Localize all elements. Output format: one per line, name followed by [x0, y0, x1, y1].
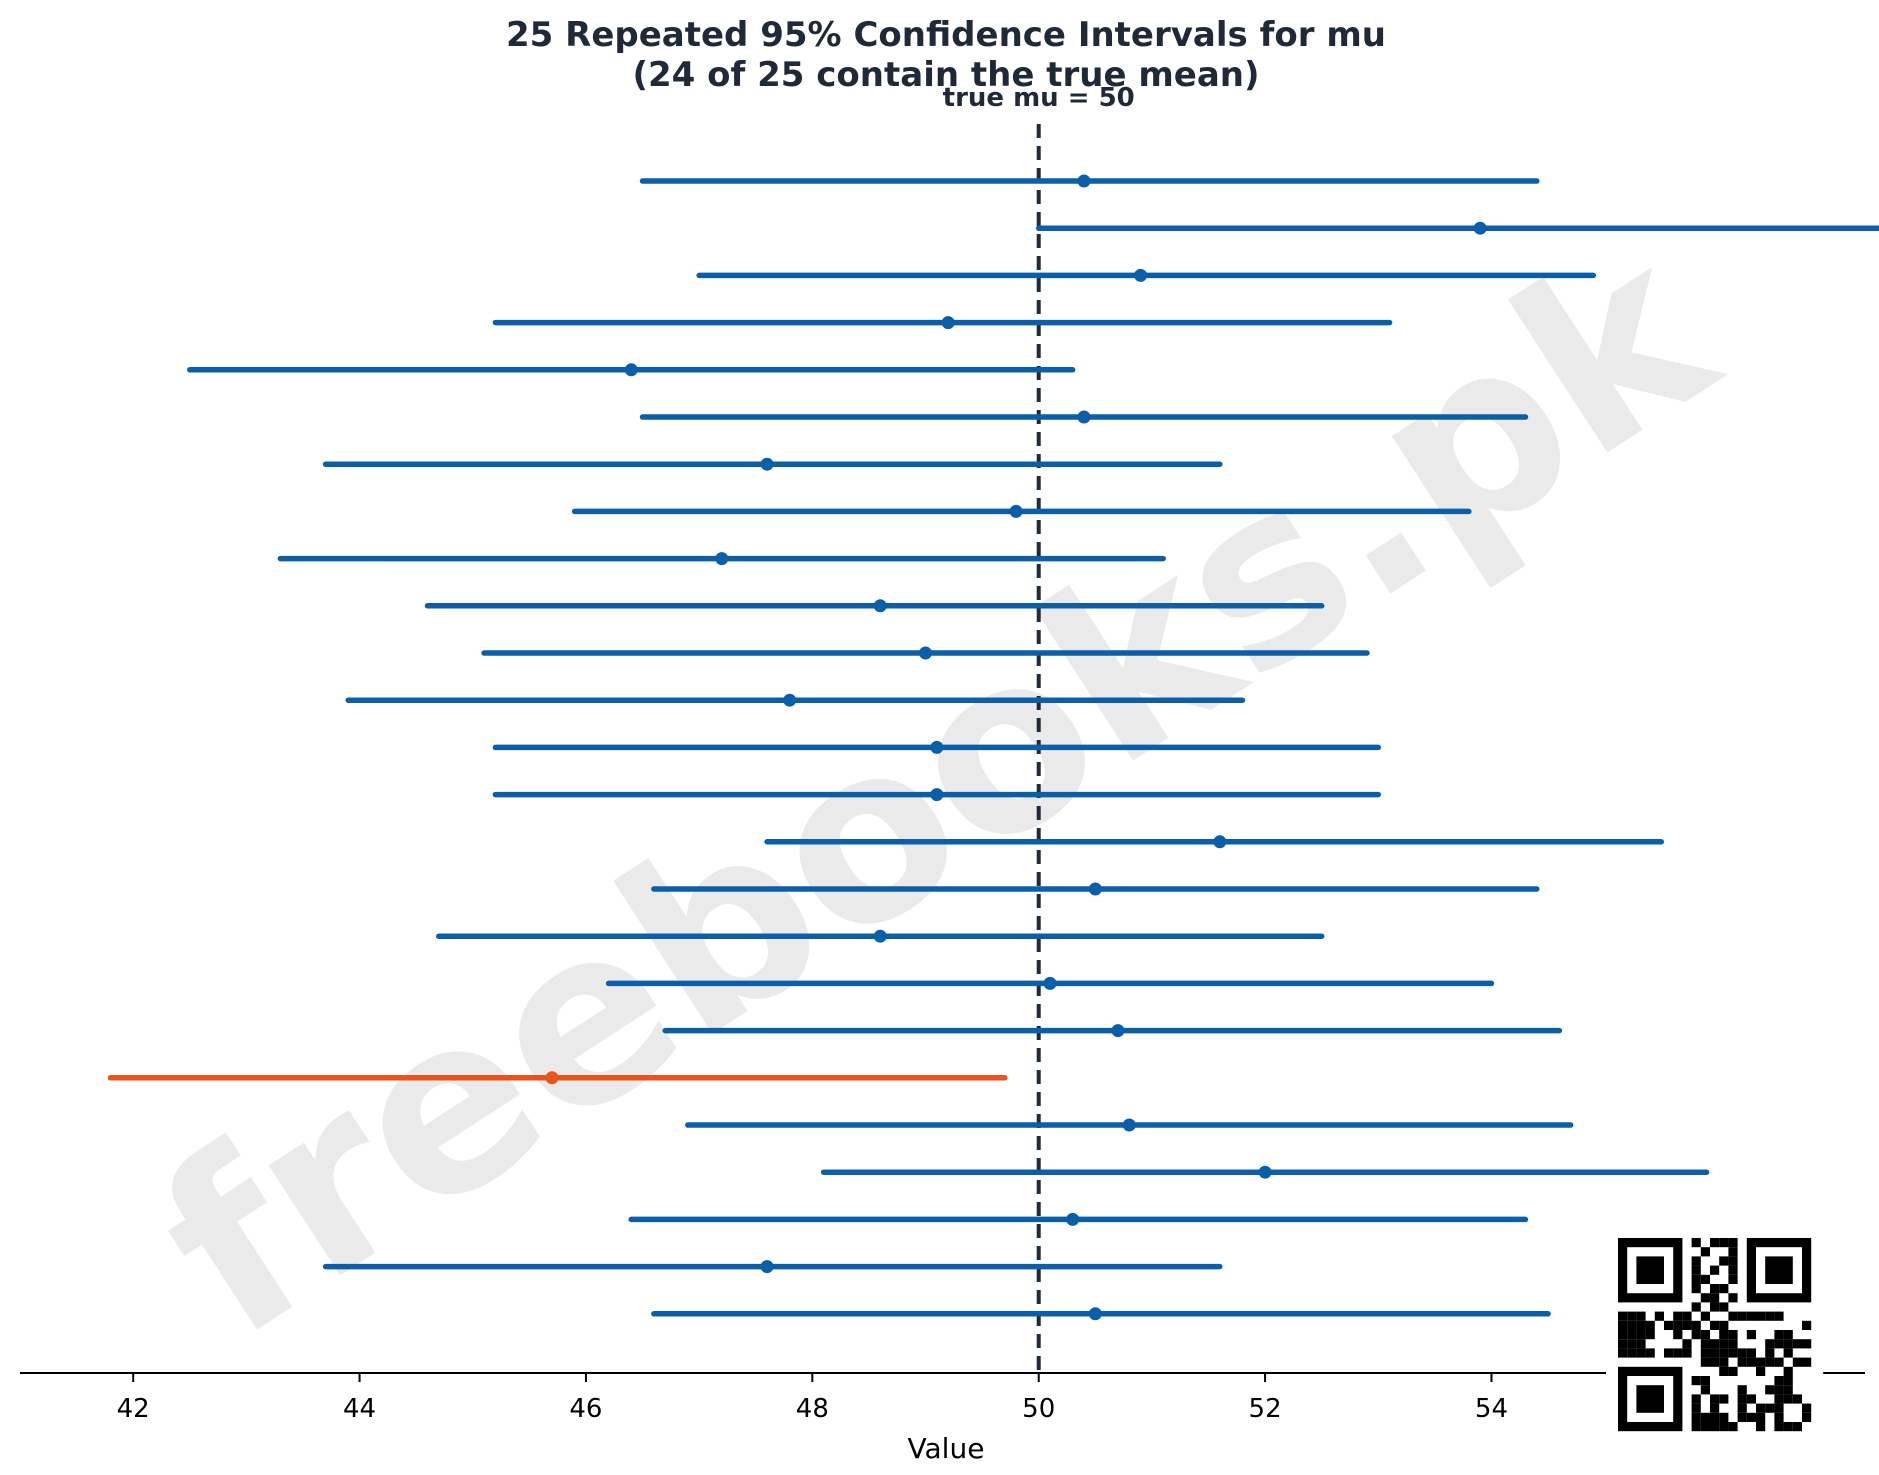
x-tick-label: 50 [1022, 1394, 1055, 1424]
interval-mean-point [715, 552, 729, 566]
interval-mean-point [1077, 174, 1091, 188]
interval-mean-point [1043, 976, 1057, 990]
interval-mean-point [919, 646, 933, 660]
x-tick-label: 46 [569, 1394, 602, 1424]
interval-mean-point [1111, 1024, 1125, 1038]
interval-mean-point [1088, 882, 1102, 896]
interval-mean-point [545, 1071, 559, 1085]
interval-mean-point [1473, 221, 1487, 235]
interval-mean-point [1122, 1118, 1136, 1132]
interval-mean-point [624, 363, 638, 377]
interval-mean-point [760, 457, 774, 471]
interval-mean-point [873, 929, 887, 943]
x-tick-label: 42 [117, 1394, 150, 1424]
interval-mean-point [930, 740, 944, 754]
interval-mean-point [873, 599, 887, 613]
interval-mean-point [760, 1260, 774, 1274]
interval-mean-point [1066, 1212, 1080, 1226]
x-tick-label: 48 [796, 1394, 829, 1424]
interval-mean-point [930, 788, 944, 802]
interval-mean-point [1134, 268, 1148, 282]
interval-mean-point [1088, 1307, 1102, 1321]
interval-mean-point [1077, 410, 1091, 424]
interval-mean-point [783, 693, 797, 707]
chart-title: 25 Repeated 95% Confidence Intervals for… [506, 15, 1386, 55]
x-tick-label: 52 [1249, 1394, 1282, 1424]
intervals [107, 174, 1879, 1321]
interval-mean-point [1213, 835, 1227, 849]
x-axis-label: Value [908, 1432, 985, 1465]
x-tick-label: 54 [1475, 1394, 1508, 1424]
true-mean-label: true mu = 50 [943, 83, 1135, 113]
interval-mean-point [1009, 504, 1023, 518]
interval-mean-point [1258, 1165, 1272, 1179]
chart-subtitle: (24 of 25 contain the true mean) [632, 55, 1259, 95]
interval-mean-point [941, 316, 955, 330]
x-tick-label: 44 [343, 1394, 376, 1424]
qr-code-icon [1606, 1230, 1824, 1440]
